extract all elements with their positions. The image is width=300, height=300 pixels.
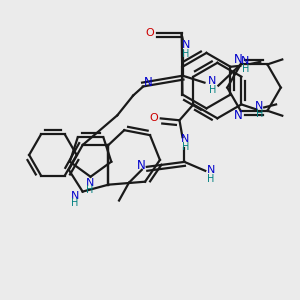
Text: O: O <box>146 28 154 38</box>
Text: N: N <box>241 56 250 66</box>
Text: H: H <box>208 174 215 184</box>
Text: N: N <box>136 159 145 172</box>
Text: N: N <box>234 109 243 122</box>
Text: H: H <box>86 184 93 195</box>
Text: N: N <box>144 76 152 89</box>
Text: H: H <box>182 142 189 152</box>
Text: N: N <box>70 190 79 201</box>
Text: N: N <box>208 76 217 85</box>
Text: N: N <box>255 101 263 111</box>
Text: O: O <box>149 113 158 123</box>
Text: N: N <box>181 134 190 144</box>
Text: N: N <box>182 40 190 50</box>
Text: H: H <box>209 85 216 94</box>
Text: N: N <box>207 165 215 175</box>
Text: H: H <box>256 109 263 119</box>
Text: H: H <box>182 49 189 59</box>
Text: N: N <box>85 178 94 188</box>
Text: H: H <box>242 64 249 74</box>
Text: N: N <box>234 53 243 66</box>
Text: H: H <box>71 199 78 208</box>
